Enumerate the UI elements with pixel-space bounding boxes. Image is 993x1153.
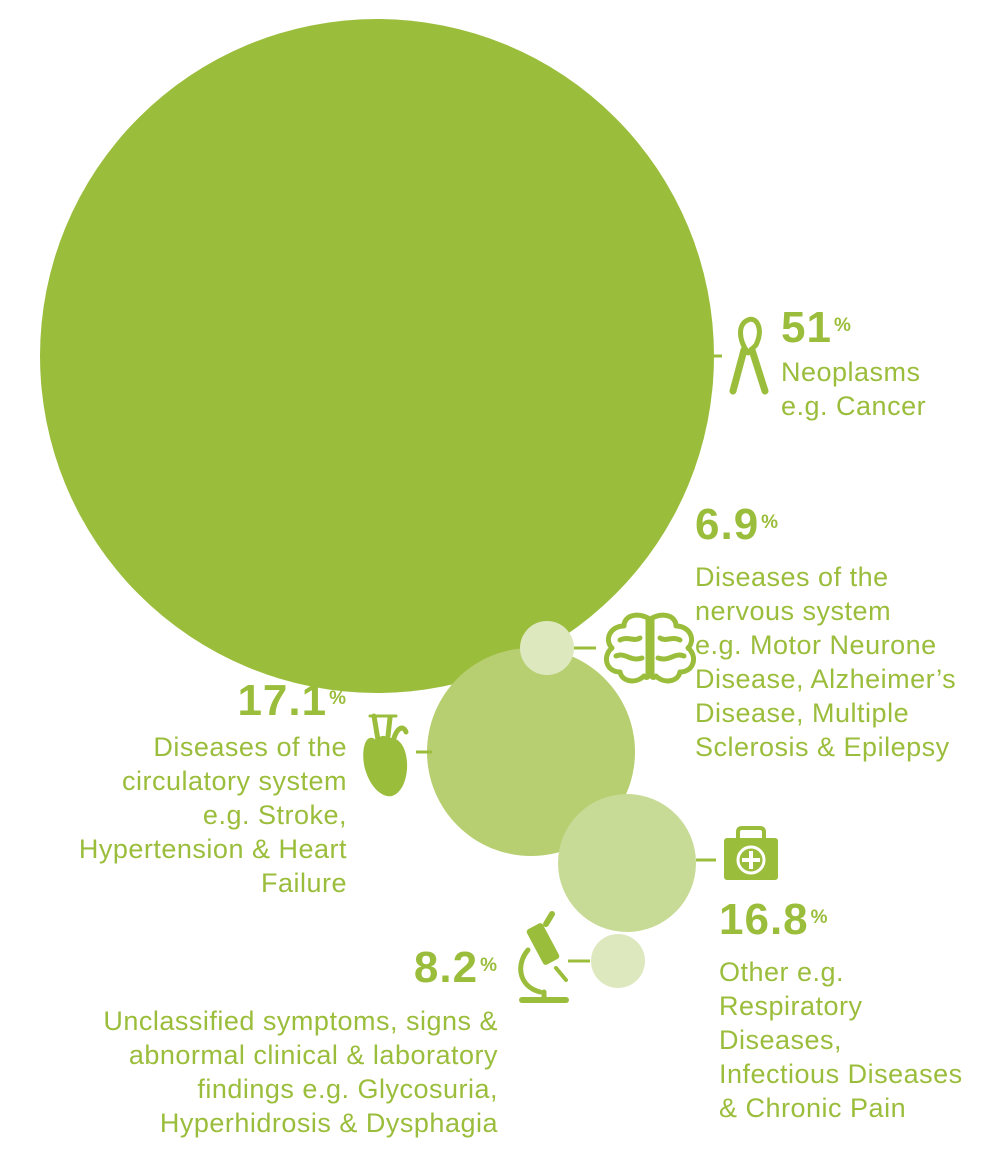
- first-aid-kit-icon: [724, 826, 778, 880]
- label-circulatory: 17.1% Diseases of the circulatory system…: [79, 678, 347, 900]
- desc-other: Other e.g. Respiratory Diseases, Infecti…: [719, 957, 963, 1123]
- ribbon-icon: [729, 316, 769, 395]
- desc-circulatory: Diseases of the circulatory system e.g. …: [78, 732, 347, 898]
- bubble-unclassified: [591, 934, 645, 988]
- value-other: 16.8%: [719, 895, 829, 944]
- label-nervous: 6.9% Diseases of the nervous system e.g.…: [695, 502, 956, 764]
- desc-unclassified: Unclassified symptoms, signs & abnormal …: [103, 1006, 498, 1138]
- value-unclassified: 8.2%: [413, 943, 498, 992]
- value-nervous: 6.9%: [695, 500, 780, 549]
- label-unclassified: Unclassified symptoms, signs & abnormal …: [103, 1004, 498, 1140]
- label-unclassified-value: 8.2%: [414, 945, 498, 991]
- desc-neoplasms: Neoplasms e.g. Cancer: [781, 357, 927, 421]
- bubble-other: [558, 794, 696, 932]
- bubble-nervous: [520, 621, 574, 675]
- microscope-icon: [518, 911, 569, 1003]
- desc-nervous: Diseases of the nervous system e.g. Moto…: [695, 562, 957, 762]
- brain-icon: [603, 612, 697, 684]
- heart-icon: [363, 713, 409, 797]
- bubble-neoplasms: [40, 19, 714, 693]
- label-neoplasms: 51% Neoplasms e.g. Cancer: [781, 305, 926, 423]
- value-neoplasms: 51%: [781, 303, 852, 352]
- bubble-circulatory: [427, 648, 635, 856]
- value-circulatory: 17.1%: [237, 676, 347, 725]
- label-other: 16.8% Other e.g. Respiratory Diseases, I…: [719, 897, 963, 1125]
